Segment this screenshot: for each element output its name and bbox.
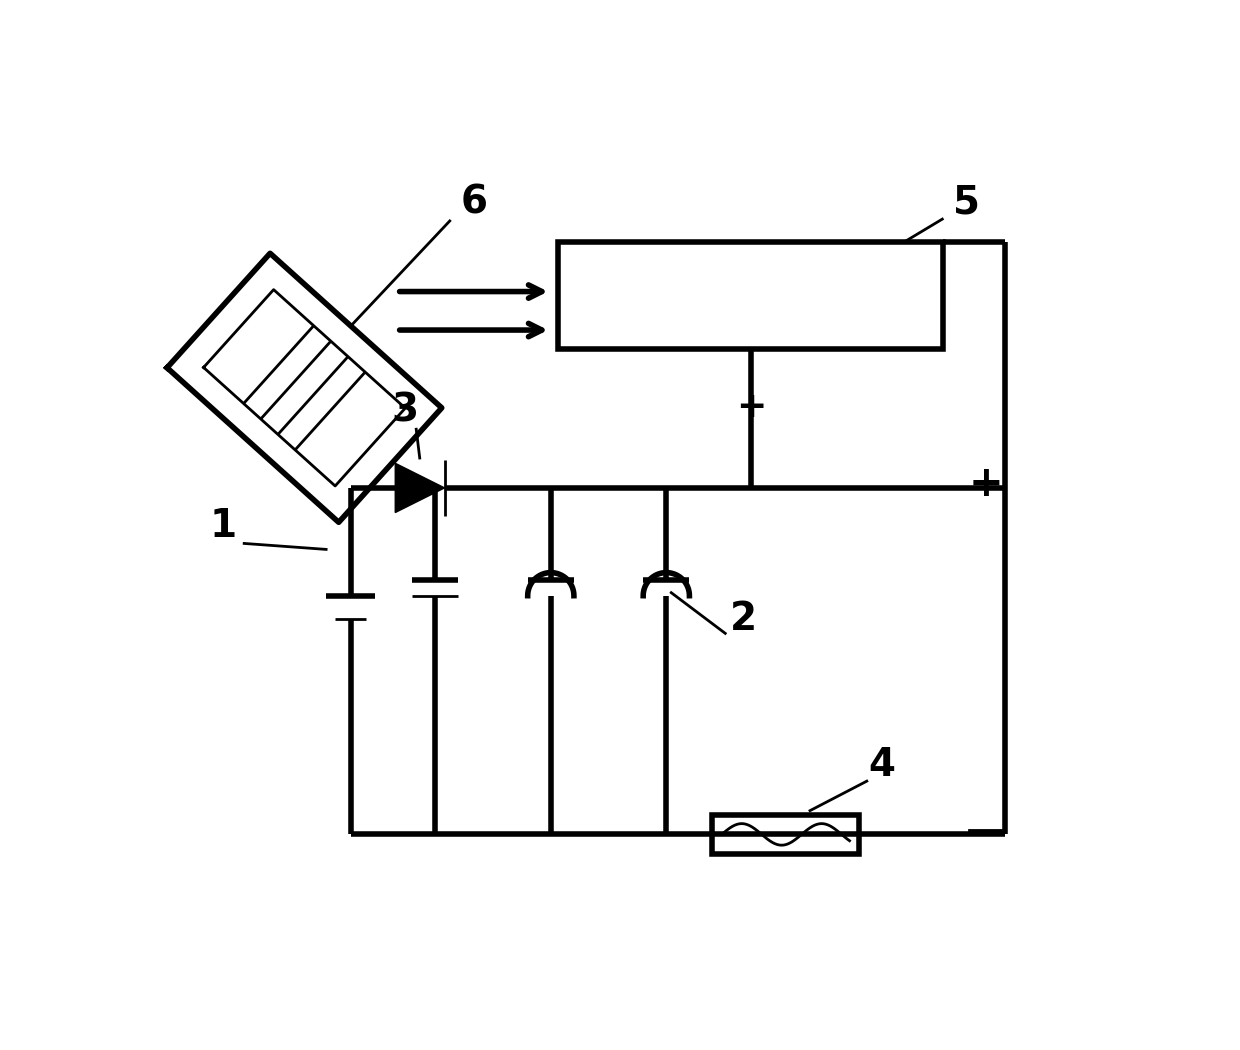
Text: 2: 2: [729, 600, 756, 637]
Text: +: +: [735, 390, 766, 424]
Text: 1: 1: [210, 507, 237, 545]
Text: 5: 5: [954, 184, 980, 222]
Text: 6: 6: [460, 184, 487, 222]
Polygon shape: [396, 463, 444, 512]
Bar: [713, 815, 859, 854]
Text: —: —: [966, 812, 1006, 849]
Text: 4: 4: [868, 747, 895, 784]
Text: 3: 3: [391, 392, 418, 429]
Text: +: +: [968, 463, 1003, 505]
Bar: [558, 242, 944, 350]
